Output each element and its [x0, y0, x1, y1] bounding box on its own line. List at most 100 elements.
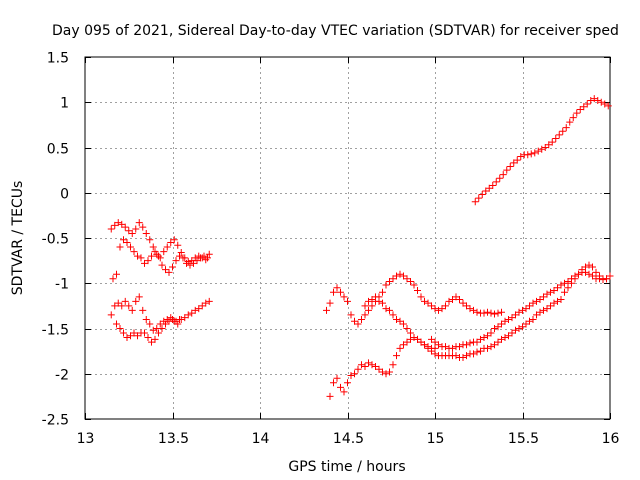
data-point: [389, 311, 397, 319]
data-point: [513, 156, 521, 164]
data-point: [491, 310, 498, 318]
data-point: [604, 102, 612, 110]
series-arc-7: [471, 95, 612, 206]
data-point: [601, 100, 609, 108]
data-point: [463, 341, 470, 349]
data-point: [459, 353, 467, 361]
data-point: [149, 326, 157, 334]
data-point: [475, 194, 483, 202]
data-point: [596, 275, 603, 283]
data-point: [191, 306, 199, 314]
data-point: [484, 344, 491, 352]
data-point: [379, 368, 386, 376]
data-points: [107, 95, 614, 400]
data-point: [471, 198, 479, 206]
data-point: [564, 284, 572, 292]
data-point: [597, 98, 605, 106]
data-point: [151, 335, 159, 343]
data-point: [466, 339, 474, 347]
y-tick-label: -2: [55, 368, 69, 384]
data-point: [361, 302, 369, 310]
data-point: [492, 178, 500, 186]
data-point: [330, 379, 337, 387]
data-point: [151, 248, 159, 256]
data-point: [389, 361, 397, 369]
data-point: [155, 252, 162, 260]
data-point: [382, 370, 390, 378]
data-point: [470, 350, 477, 358]
data-point: [340, 293, 348, 301]
y-tick-label: 0: [60, 187, 69, 203]
data-point: [135, 219, 143, 227]
data-point: [512, 326, 519, 334]
data-point: [487, 343, 495, 351]
data-point: [396, 344, 404, 352]
data-point: [337, 383, 344, 391]
data-point: [501, 317, 509, 325]
data-point: [125, 302, 133, 310]
data-point: [487, 309, 495, 317]
data-point: [167, 314, 175, 322]
data-point: [202, 299, 210, 307]
data-point: [431, 305, 439, 313]
data-point: [473, 308, 481, 316]
data-point: [121, 297, 129, 305]
data-point: [386, 306, 393, 314]
data-point: [368, 361, 376, 369]
data-point: [452, 352, 460, 360]
data-point: [169, 263, 176, 271]
data-point: [165, 268, 173, 276]
data-point: [538, 145, 546, 153]
data-point: [529, 315, 537, 323]
x-tick-label: 14: [252, 431, 270, 447]
series-arc-6: [428, 268, 614, 352]
data-point: [554, 297, 561, 305]
data-point: [365, 306, 372, 314]
data-point: [480, 309, 488, 317]
data-point: [333, 374, 341, 382]
data-point: [128, 229, 136, 237]
data-point: [142, 229, 150, 237]
x-axis-label: GPS time / hours: [288, 459, 405, 475]
data-point: [393, 315, 400, 323]
data-point: [176, 252, 183, 260]
data-point: [407, 335, 414, 343]
y-axis-label: SDTVAR / TECUs: [10, 181, 26, 296]
data-point: [543, 290, 551, 298]
data-point: [375, 297, 383, 305]
data-point: [169, 315, 176, 323]
data-point: [118, 302, 126, 310]
data-point: [142, 315, 150, 323]
data-point: [407, 329, 414, 337]
data-point: [561, 279, 568, 287]
data-point: [531, 149, 539, 157]
data-point: [400, 320, 407, 328]
data-point: [548, 138, 556, 146]
data-point: [158, 261, 166, 269]
data-point: [463, 352, 470, 360]
data-point: [149, 243, 157, 251]
data-point: [550, 299, 558, 307]
data-point: [163, 243, 171, 251]
data-point: [183, 259, 190, 267]
data-point: [519, 306, 526, 314]
data-point: [107, 311, 115, 319]
data-point: [197, 254, 204, 262]
y-tick-label: -0.5: [42, 232, 69, 248]
data-point: [337, 288, 344, 296]
data-point: [524, 151, 532, 159]
data-point: [134, 252, 141, 260]
data-point: [552, 134, 560, 142]
series-arc-2a: [107, 293, 213, 334]
data-point: [132, 225, 140, 233]
data-point: [379, 299, 386, 307]
data-point: [109, 275, 117, 283]
data-point: [599, 276, 607, 284]
data-point: [179, 254, 187, 262]
data-point: [146, 236, 154, 244]
data-point: [184, 258, 192, 266]
data-point: [127, 243, 134, 251]
data-point: [562, 124, 570, 132]
data-point: [594, 96, 602, 104]
x-tick-label: 16: [602, 431, 620, 447]
